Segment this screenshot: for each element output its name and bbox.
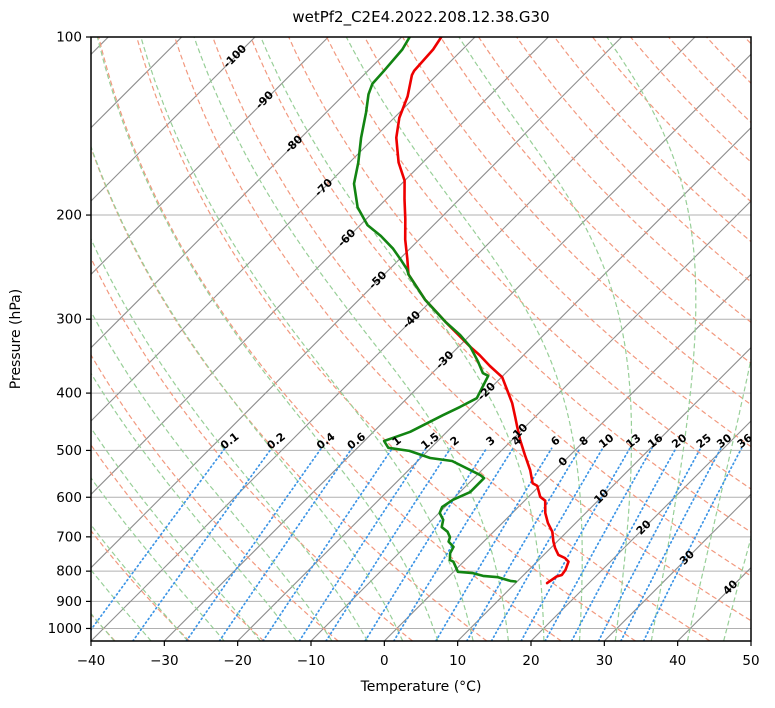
y-tick-label: 200 <box>56 208 82 224</box>
y-tick-label: 600 <box>56 490 82 506</box>
x-tick-label: −20 <box>223 653 252 669</box>
x-axis-label: Temperature (°C) <box>360 679 482 695</box>
mixing-ratio-lines <box>91 447 743 641</box>
x-tick-label: −40 <box>77 653 106 669</box>
y-tick-label: 500 <box>56 443 82 459</box>
chart-title: wetPf2_C2E4.2022.208.12.38.G30 <box>292 8 549 27</box>
x-tick-label: 0 <box>380 653 389 669</box>
pressure-gridlines <box>91 36 751 629</box>
x-tick-label: 50 <box>742 653 759 669</box>
x-tick-label: 20 <box>522 653 539 669</box>
x-tick-label: −10 <box>297 653 326 669</box>
dewpoint-curve <box>352 37 517 583</box>
x-tick-label: 10 <box>449 653 466 669</box>
isotherm-lines <box>91 37 751 641</box>
x-axis-ticks: −40 −30 −20 −10 0 10 20 30 40 50 <box>77 641 760 669</box>
x-tick-label: 30 <box>596 653 613 669</box>
sounding-curves <box>352 37 570 585</box>
y-tick-label: 800 <box>56 564 82 580</box>
temperature-curve <box>395 37 570 585</box>
y-axis-ticks: 100 200 300 400 500 600 700 800 900 1000 <box>48 30 91 637</box>
y-axis-label: Pressure (hPa) <box>8 289 24 389</box>
y-tick-label: 400 <box>56 386 82 402</box>
x-tick-label: 40 <box>669 653 686 669</box>
plot-border <box>90 36 752 642</box>
y-tick-label: 700 <box>56 529 82 545</box>
y-tick-label: 100 <box>56 30 82 46</box>
x-tick-label: −30 <box>150 653 179 669</box>
y-tick-label: 900 <box>56 594 82 610</box>
moist-adiabat-lines <box>91 37 751 641</box>
y-tick-label: 300 <box>56 312 82 328</box>
y-tick-label: 1000 <box>48 621 82 637</box>
